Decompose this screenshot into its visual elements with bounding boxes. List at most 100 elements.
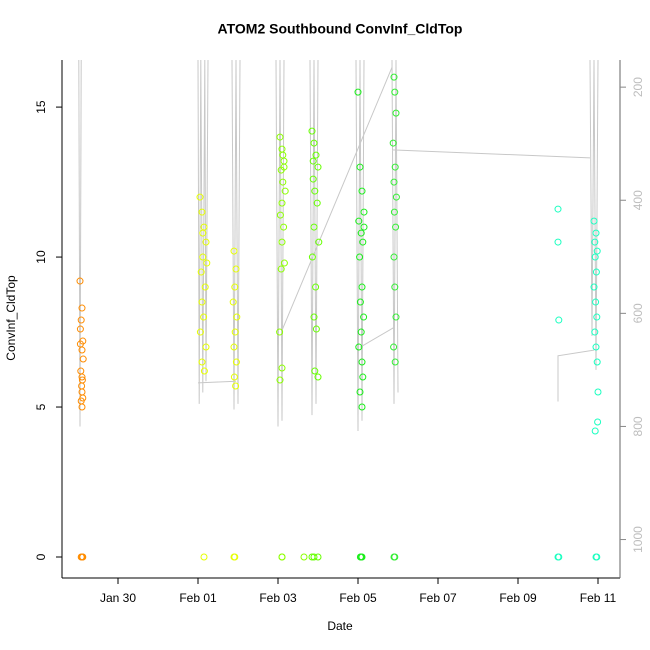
point [203,259,211,267]
point [280,259,288,267]
y-tick-label: 10 [34,250,48,264]
point [312,283,320,291]
point [278,364,286,372]
point [230,373,238,381]
point [312,325,320,333]
point [358,283,366,291]
point [391,283,399,291]
point [76,325,84,333]
point [594,388,602,396]
point [390,208,398,216]
point [391,358,399,366]
point [231,328,239,336]
point [590,217,598,225]
point [277,265,285,273]
point [276,133,284,141]
y-axis-label: ConvInf_CldTop [4,275,18,361]
point [555,316,563,324]
point [281,187,289,195]
point [232,358,240,366]
point [196,193,204,201]
point [594,418,602,426]
point [354,88,362,96]
point [359,238,367,246]
chart-title: ATOM2 Southbound ConvInf_CldTop [218,21,463,37]
point [358,187,366,195]
point [314,163,322,171]
y-tick-label: 0 [34,553,48,560]
x-tick-label: Feb 03 [259,591,297,605]
point [357,328,365,336]
point [592,229,600,237]
point [198,208,206,216]
point [358,403,366,411]
point [390,73,398,81]
point [76,277,84,285]
point [231,283,239,291]
point [278,199,286,207]
point [356,253,364,261]
point [276,376,284,384]
point [392,313,400,321]
point [311,187,319,195]
point [360,208,368,216]
x-tick-label: Feb 05 [339,591,377,605]
point [278,238,286,246]
point [77,367,85,375]
point [78,403,86,411]
point [233,313,241,321]
x-tick-label: Feb 11 [580,591,617,605]
point [78,553,86,561]
flight-track [78,59,599,431]
point [591,328,599,336]
point [593,247,601,255]
point [314,373,322,381]
point [310,139,318,147]
point [231,553,239,561]
y2-tick-label: 200 [631,77,645,97]
point [200,313,208,321]
point [391,163,399,171]
point [591,238,599,246]
point [230,343,238,351]
y2-tick-label: 400 [631,190,645,210]
point [200,553,208,561]
point [79,355,87,363]
point [392,109,400,117]
point [355,343,363,351]
x-tick-label: Feb 01 [179,591,217,605]
point [592,343,600,351]
y-tick-label: 5 [34,403,48,410]
point [555,553,563,561]
point [390,343,398,351]
point [313,199,321,207]
point [358,358,366,366]
point [590,283,598,291]
point [308,553,316,561]
point [196,328,204,336]
point [199,229,207,237]
point [198,358,206,366]
point [357,229,365,237]
point [309,175,317,183]
y2-tick-label: 800 [631,416,645,436]
y2-tick-label: 1000 [631,526,645,553]
point [593,313,601,321]
point [314,553,322,561]
point [311,367,319,375]
point [592,268,600,276]
point [78,373,86,381]
x-tick-label: Jan 30 [100,591,136,605]
point [279,151,287,159]
point [390,178,398,186]
point [232,382,240,390]
point [593,553,601,561]
point [199,253,207,261]
point [300,553,308,561]
x-tick-label: Feb 07 [419,591,457,605]
point [391,553,399,561]
point [201,283,209,291]
point [278,553,286,561]
point [392,193,400,201]
point [77,316,85,324]
